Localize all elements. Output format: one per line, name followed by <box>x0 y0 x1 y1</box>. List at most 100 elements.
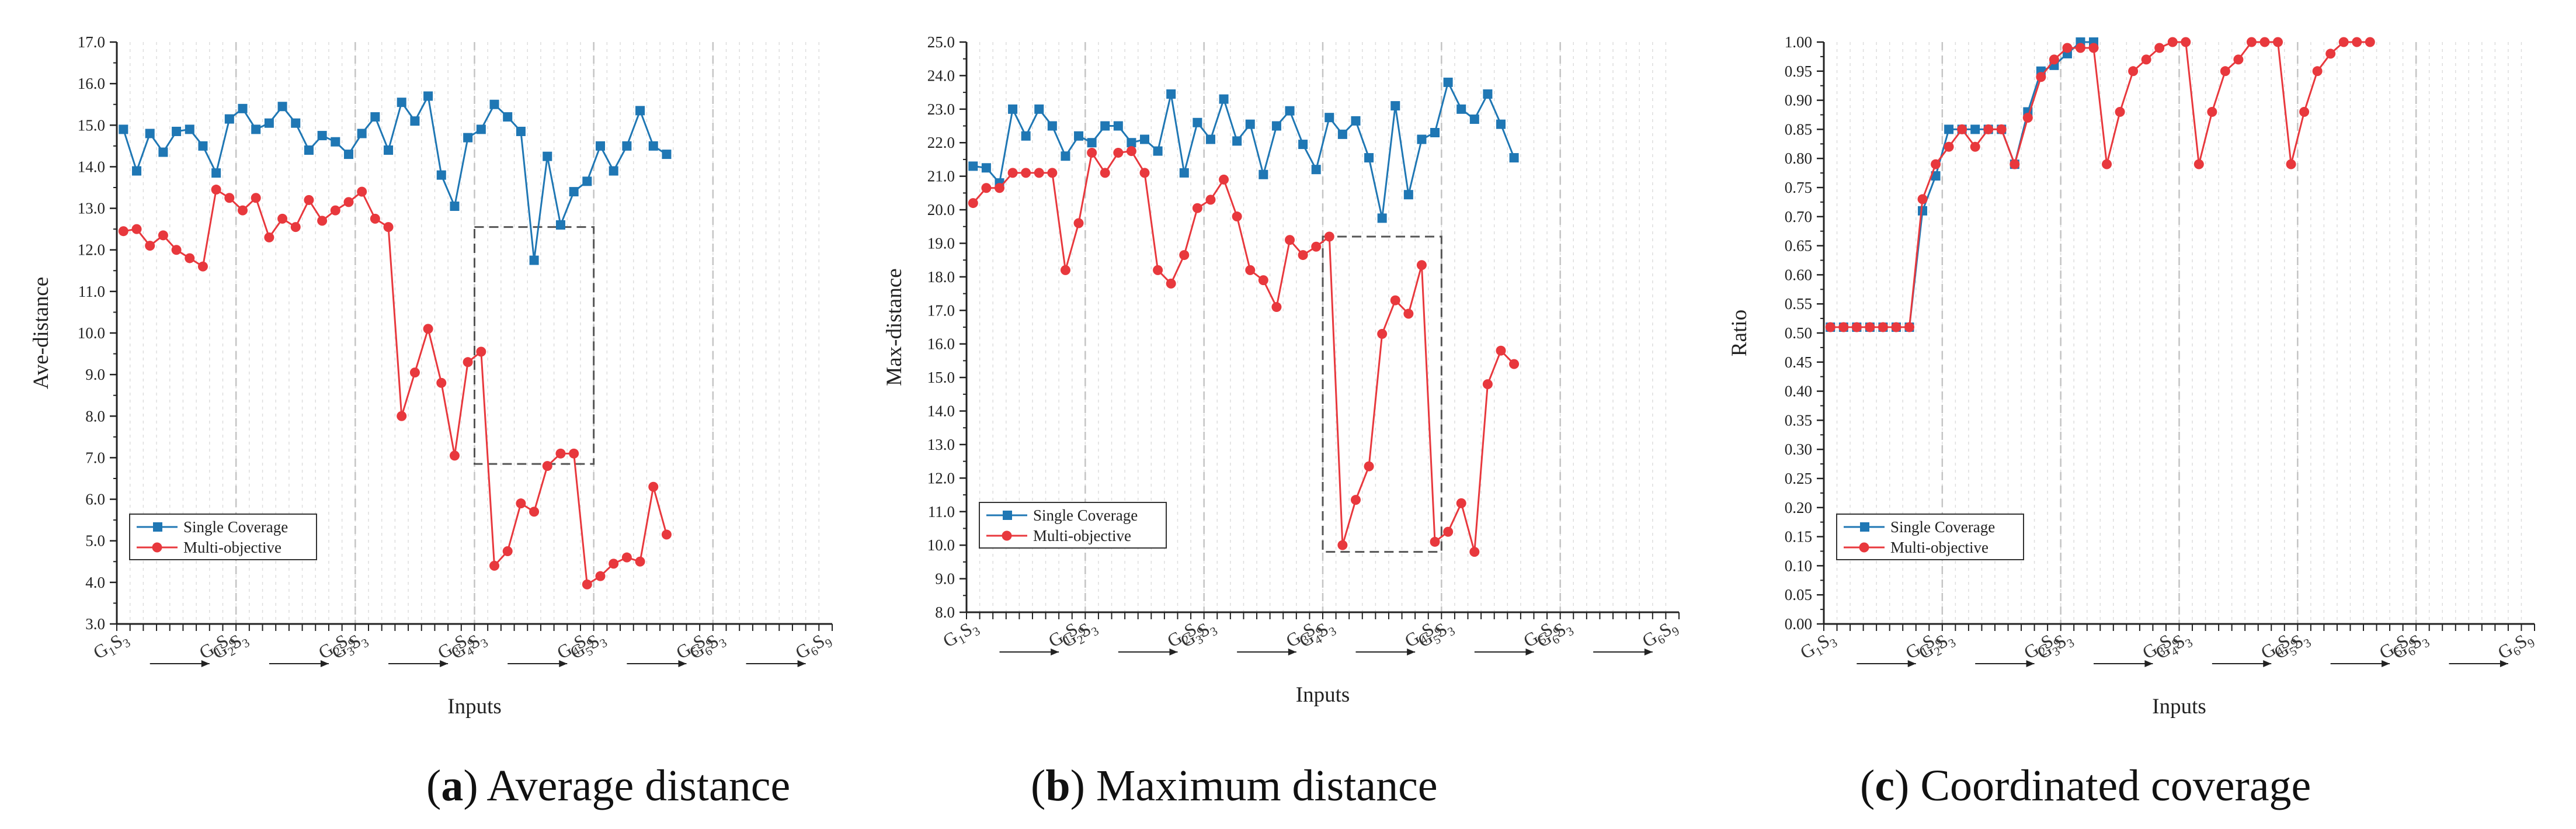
data-point-multi <box>145 241 155 251</box>
chart-panel-a: 3.0 4.0 5.0 6.0 7.0 8.0 9.0 10.0 11.0 12.0 13.0 14.… <box>29 33 835 719</box>
arrow-head <box>1051 648 1059 655</box>
data-point-multi <box>609 559 619 569</box>
y-tick-label: 22.0 <box>927 134 955 151</box>
data-point-single <box>1483 89 1493 99</box>
data-point-multi <box>397 411 407 421</box>
legend-marker-multi <box>152 542 162 553</box>
data-point-multi <box>1179 250 1190 261</box>
data-point-single <box>1377 213 1387 223</box>
data-point-multi <box>1456 498 1466 508</box>
data-point-multi <box>1087 147 1097 158</box>
data-point-single <box>172 126 182 136</box>
data-point-multi <box>1060 265 1070 275</box>
y-tick-label: 21.0 <box>927 168 955 185</box>
legend: Single Coverage Multi-objective <box>979 502 1167 549</box>
y-tick-label: 0.30 <box>1785 440 1812 458</box>
data-point-multi <box>1825 322 1835 332</box>
data-point-single <box>1113 121 1123 131</box>
data-point-multi <box>1931 159 1941 169</box>
data-point-single <box>1140 134 1149 144</box>
data-point-multi <box>2338 37 2349 47</box>
data-point-multi <box>1311 241 1322 252</box>
data-point-single <box>1324 113 1334 123</box>
caption-letter: c <box>1875 761 1894 810</box>
data-point-single <box>317 131 327 141</box>
y-tick-label: 11.0 <box>78 283 105 300</box>
x-tick-label: G2S3 <box>1915 627 1958 665</box>
data-point-multi <box>1232 211 1242 222</box>
data-point-multi <box>621 552 632 563</box>
y-tick-label: 8.0 <box>935 603 955 621</box>
y-tick-label: 20.0 <box>927 201 955 218</box>
data-point-multi <box>635 556 645 567</box>
data-point-multi <box>2022 112 2033 123</box>
data-point-single <box>1403 190 1413 200</box>
data-point-multi <box>2167 37 2178 47</box>
data-point-single <box>450 202 460 211</box>
highlight-box <box>474 226 595 465</box>
caption-c: (c) Coordinated coverage <box>1860 761 2311 810</box>
arrow-head <box>2263 660 2272 667</box>
data-point-single <box>981 163 991 173</box>
x-tick-label: G1S3 <box>89 627 133 665</box>
caption-paren-open: ( <box>1860 761 1875 810</box>
data-point-single <box>384 145 394 155</box>
y-tick-label: 0.70 <box>1785 208 1812 226</box>
legend-label: Multi-objective <box>1033 527 1131 544</box>
data-point-multi <box>2049 54 2059 65</box>
legend-box <box>979 502 1167 549</box>
data-point-single <box>291 118 301 128</box>
y-tick-label: 6.0 <box>85 491 105 508</box>
data-point-single <box>1970 124 1980 134</box>
data-point-single <box>1034 104 1044 114</box>
data-point-single <box>596 141 606 151</box>
data-point-multi <box>290 222 301 233</box>
legend-marker-multi <box>1002 530 1012 541</box>
data-point-multi <box>1944 141 1954 152</box>
data-point-single <box>516 126 526 136</box>
data-point-single <box>410 116 420 126</box>
y-tick-label: 14.0 <box>927 403 955 420</box>
y-tick-label: 0.85 <box>1785 120 1812 138</box>
data-point-multi <box>1034 168 1044 178</box>
data-point-single <box>1311 165 1321 175</box>
data-point-single <box>224 114 234 124</box>
data-point-multi <box>2115 107 2125 117</box>
y-tick-label: 19.0 <box>927 234 955 252</box>
legend-label: Single Coverage <box>1890 518 1995 536</box>
caption-a: (a) Average distance <box>426 761 790 810</box>
data-point-single <box>1205 134 1215 144</box>
arrow-head <box>440 660 449 667</box>
data-point-multi <box>516 498 526 509</box>
data-point-multi <box>569 448 579 459</box>
data-point-multi <box>1390 295 1400 306</box>
y-tick-label: 7.0 <box>85 449 105 466</box>
data-point-multi <box>1047 168 1058 178</box>
data-point-multi <box>1878 322 1888 332</box>
y-tick-label: 0.50 <box>1785 324 1812 342</box>
arrow-head <box>1288 648 1296 655</box>
y-tick-label: 0.00 <box>1785 615 1812 633</box>
data-point-multi <box>1482 379 1493 390</box>
y-tick-label: 5.0 <box>85 532 105 550</box>
y-tick-label: 1.00 <box>1785 33 1812 51</box>
y-tick-label: 0.55 <box>1785 295 1812 313</box>
data-point-multi <box>2154 43 2165 53</box>
data-point-multi <box>1350 495 1361 505</box>
data-point-multi <box>1337 540 1348 550</box>
data-point-multi <box>2181 37 2191 47</box>
caption-paren-open: ( <box>1031 761 1045 810</box>
legend-label: Single Coverage <box>1033 507 1138 524</box>
caption-letter: a <box>441 761 463 810</box>
y-tick-label: 9.0 <box>85 366 105 383</box>
caption-b: (b) Maximum distance <box>1031 761 1438 810</box>
data-point-single <box>1219 94 1229 104</box>
data-point-multi <box>1364 461 1374 471</box>
data-point-multi <box>1126 146 1136 157</box>
data-point-multi <box>1970 141 1980 152</box>
data-point-single <box>1496 119 1506 129</box>
y-tick-label: 0.15 <box>1785 528 1812 546</box>
data-point-multi <box>185 253 195 263</box>
data-point-multi <box>1245 265 1256 275</box>
x-axis-label: Inputs <box>1296 683 1350 707</box>
